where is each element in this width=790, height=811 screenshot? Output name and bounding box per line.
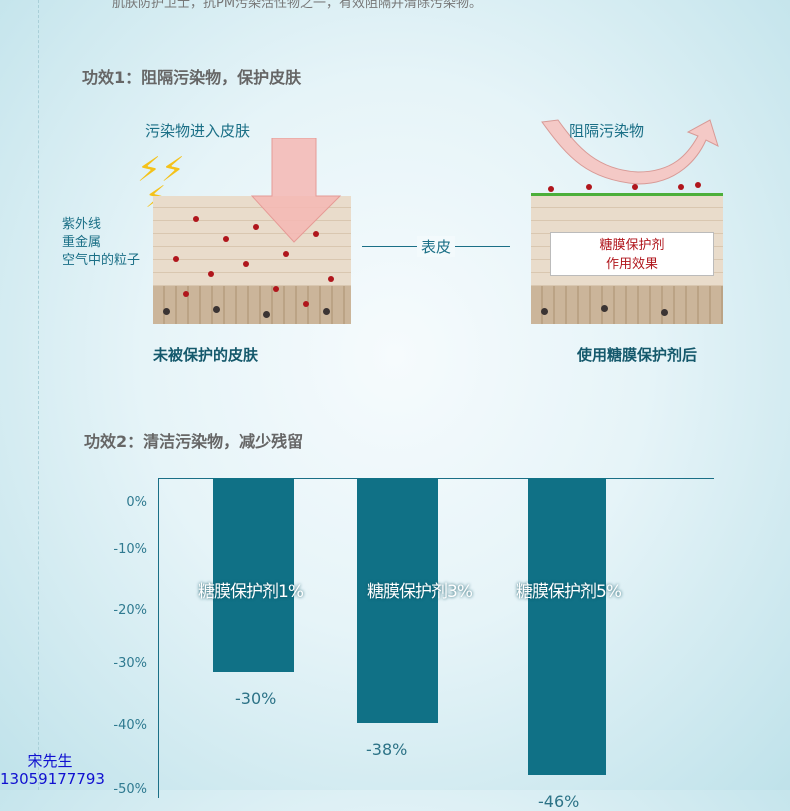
pollutant-list: 紫外线 重金属 空气中的粒子 (62, 216, 140, 270)
y-tick-label: -40% (113, 718, 147, 733)
bar-label: 糖膜保护剂1% (198, 582, 304, 602)
bar-label: 糖膜保护剂3% (367, 582, 473, 602)
data-label: -46% (538, 791, 580, 811)
contact-phone: 13059177793 (0, 770, 105, 788)
pollutant-heavy-metal: 重金属 (62, 235, 102, 250)
pollutant-particles: 空气中的粒子 (62, 253, 141, 268)
section1-title: 功效1：阻隔污染物，保护皮肤 (82, 68, 302, 87)
bar-1pct (213, 478, 294, 672)
y-tick-label: -30% (113, 656, 147, 671)
bar-label: 糖膜保护剂5% (516, 582, 622, 602)
effect-box-line2: 作用效果 (605, 257, 658, 272)
bar-5pct (528, 478, 606, 775)
epidermis-label: 表皮 (417, 236, 456, 257)
bar-3pct (357, 478, 438, 724)
y-tick-label: -10% (113, 542, 147, 557)
contact-info: 宋先生 13059177793 (0, 752, 105, 788)
y-tick-label: 0% (126, 495, 147, 510)
curved-arrow-icon (541, 119, 719, 185)
lightning-icon: ⚡⚡ (137, 150, 185, 190)
pollutant-uv: 紫外线 (62, 217, 102, 232)
right-caption: 使用糖膜保护剂后 (577, 346, 698, 364)
data-label: -30% (235, 688, 277, 708)
down-arrow-icon (250, 138, 342, 243)
effect-box-line1: 糖膜保护剂 (599, 238, 665, 253)
y-tick-label: -20% (113, 603, 147, 618)
left-label: 污染物进入皮肤 (145, 122, 251, 140)
right-label: 阻隔污染物 (569, 122, 645, 140)
section2-title: 功效2：清洁污染物，减少残留 (84, 432, 304, 451)
data-label: -38% (366, 740, 408, 760)
left-caption: 未被保护的皮肤 (153, 346, 259, 364)
y-axis (158, 478, 159, 798)
dashed-guide (38, 0, 39, 790)
effect-box: 糖膜保护剂 作用效果 (550, 232, 714, 276)
intro-text: 肌肤防护卫士，抗PM污染活性物之一，有效阻隔并清除污染物。 (112, 0, 483, 11)
contact-name: 宋先生 (27, 752, 73, 770)
